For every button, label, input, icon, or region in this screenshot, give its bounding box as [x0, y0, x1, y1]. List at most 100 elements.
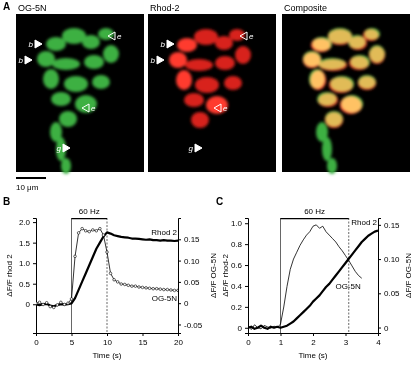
blob [363, 29, 379, 41]
blob [325, 112, 343, 128]
panel-label: A [3, 1, 10, 12]
blob [169, 52, 187, 68]
series-marker [141, 286, 144, 289]
y-axis-title: ΔF/F rhod-2 [221, 254, 230, 297]
blob [322, 137, 332, 161]
micrograph [282, 14, 410, 174]
blob [303, 51, 321, 67]
blob [358, 75, 376, 89]
blob [319, 59, 347, 71]
tick-mark [313, 333, 314, 336]
tick-label: 0.10 [384, 255, 400, 264]
tick: 10 [103, 333, 112, 347]
tick-label: 0 [384, 324, 389, 333]
tick-mark [33, 263, 36, 264]
tick-mark [33, 284, 36, 285]
axis-line [37, 334, 179, 337]
tick-mark [245, 265, 248, 266]
series-label: OG-5N [335, 282, 361, 291]
tick-label: 0.5 [19, 280, 31, 289]
tick-label: 0.4 [231, 282, 243, 291]
series-marker [63, 303, 66, 306]
blob [327, 158, 337, 174]
blob [177, 38, 197, 52]
red-channel [169, 29, 251, 128]
stimulus-start [280, 218, 281, 333]
tick-label: 0 [26, 300, 31, 309]
tick-mark [33, 304, 36, 305]
tick: 0.05 [378, 289, 400, 298]
tick-mark [378, 293, 381, 294]
chart: B0510152000.51.01.52.0-0.0500.050.100.15… [3, 196, 218, 360]
series-marker [36, 302, 37, 305]
tick: 2 [311, 333, 316, 347]
series-marker [42, 303, 45, 306]
series-marker [106, 251, 109, 254]
image-title: Rhod-2 [150, 3, 180, 13]
series-marker [173, 289, 176, 292]
series-line [36, 229, 178, 308]
arrow-label: b [29, 40, 34, 49]
tick-mark [33, 243, 36, 244]
blob [84, 55, 104, 69]
stimulus-label: 60 Hz [79, 207, 100, 216]
tick-label: 0 [238, 324, 243, 333]
axis-line [245, 219, 249, 334]
plot-area [36, 218, 178, 333]
blob [43, 69, 59, 89]
arrow-label: b [151, 56, 156, 65]
tick: 1.5 [19, 239, 36, 248]
y2-axis-title: ΔF/F OG-5N [404, 253, 413, 298]
tick-mark [178, 303, 181, 304]
blob [350, 55, 370, 69]
series-marker [74, 255, 77, 258]
tick: 1.0 [231, 219, 248, 228]
tick-mark [178, 282, 181, 283]
arrow [25, 56, 32, 64]
blob [358, 76, 376, 90]
series-line [248, 231, 378, 329]
series-marker [99, 227, 102, 230]
axis-line [379, 219, 382, 334]
tick: 0.2 [231, 303, 248, 312]
tick: 0.6 [231, 261, 248, 270]
blob [329, 77, 353, 93]
tick: 4 [376, 333, 381, 347]
series-marker [177, 289, 178, 292]
tick-mark [72, 333, 73, 336]
tick: -0.05 [178, 321, 203, 330]
tick-mark [245, 223, 248, 224]
series-marker [170, 289, 173, 292]
tick-label: 0.6 [231, 261, 243, 270]
blob [191, 112, 209, 128]
tick-mark [378, 225, 381, 226]
tick-mark [281, 333, 282, 336]
series-marker [120, 283, 123, 286]
tick: 0.5 [19, 280, 36, 289]
axis: -0.0500.050.100.15 [178, 219, 203, 334]
arrow-label: e [223, 104, 228, 113]
arrow [167, 40, 174, 48]
series-line [248, 225, 362, 330]
arrow [240, 32, 247, 40]
series-marker [49, 305, 52, 308]
tick-mark [178, 239, 181, 240]
series-label: Rhod 2 [351, 218, 377, 227]
blob [185, 59, 213, 71]
tick-label: 15 [139, 338, 148, 347]
tick: 1 [279, 333, 284, 347]
micrograph: bbeeg [16, 14, 144, 174]
tick-label: 0.8 [231, 240, 243, 249]
series-marker [163, 288, 166, 291]
series-marker [145, 287, 148, 290]
arrow-label: b [19, 56, 24, 65]
series-marker [134, 285, 137, 288]
blob [82, 35, 100, 49]
blob [328, 29, 352, 45]
series-marker [60, 301, 63, 304]
series-marker [131, 285, 134, 288]
blob [98, 28, 114, 40]
tick-mark [33, 222, 36, 223]
arrow-label: b [161, 40, 166, 49]
image-title: OG-5N [18, 3, 47, 13]
